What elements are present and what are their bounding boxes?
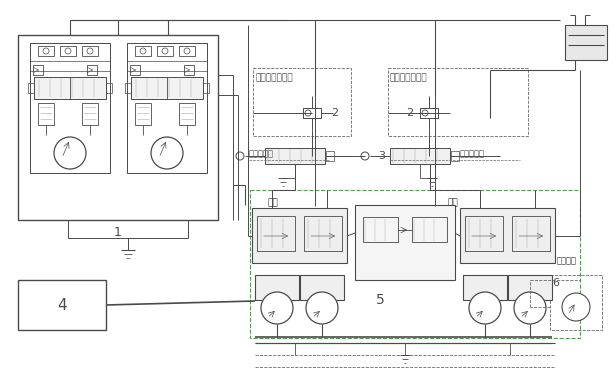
Text: 2: 2 xyxy=(407,108,413,118)
Bar xyxy=(34,77,106,99)
Bar xyxy=(465,216,503,251)
Bar xyxy=(127,43,207,173)
Bar xyxy=(257,216,295,251)
Bar xyxy=(135,103,151,125)
Bar xyxy=(106,83,112,93)
Text: 1: 1 xyxy=(114,225,122,239)
Bar xyxy=(131,77,203,99)
Bar xyxy=(508,275,552,300)
Bar xyxy=(512,216,550,251)
Bar xyxy=(412,217,447,242)
Text: 负流量控制信号: 负流量控制信号 xyxy=(390,73,428,82)
Bar xyxy=(87,65,97,75)
Text: 前泵: 前泵 xyxy=(268,198,279,207)
Circle shape xyxy=(469,292,501,324)
Circle shape xyxy=(261,292,293,324)
Bar xyxy=(38,103,54,125)
Bar xyxy=(460,208,555,263)
Bar xyxy=(82,46,98,56)
Bar xyxy=(420,108,438,118)
Bar xyxy=(38,46,54,56)
Bar xyxy=(18,280,106,330)
Bar xyxy=(18,35,218,220)
Bar xyxy=(550,275,602,330)
Bar xyxy=(203,83,209,93)
Bar xyxy=(179,103,195,125)
Bar xyxy=(255,275,299,300)
Circle shape xyxy=(562,293,590,321)
Bar xyxy=(33,65,43,75)
Circle shape xyxy=(151,137,183,169)
Text: 先导控制油: 先导控制油 xyxy=(249,149,274,158)
Bar xyxy=(252,208,347,263)
Bar xyxy=(265,148,325,164)
Text: 负流量控制信号: 负流量控制信号 xyxy=(255,73,293,82)
Bar xyxy=(184,65,194,75)
Circle shape xyxy=(54,137,86,169)
Bar xyxy=(388,68,528,136)
Text: 6: 6 xyxy=(552,278,559,288)
Bar xyxy=(253,68,351,136)
Bar xyxy=(179,46,195,56)
Bar xyxy=(60,46,76,56)
Bar xyxy=(304,216,342,251)
Bar xyxy=(326,151,334,161)
Bar xyxy=(28,83,34,93)
Bar xyxy=(250,190,580,338)
Bar xyxy=(363,217,398,242)
Bar xyxy=(390,148,450,164)
Bar xyxy=(451,151,459,161)
Bar xyxy=(135,46,151,56)
Circle shape xyxy=(514,292,546,324)
Bar xyxy=(82,103,98,125)
Bar xyxy=(30,43,110,173)
Text: 后泵: 后泵 xyxy=(448,198,459,207)
Bar xyxy=(125,83,131,93)
Bar xyxy=(355,205,455,280)
Bar xyxy=(303,108,321,118)
Bar xyxy=(300,275,344,300)
Bar xyxy=(565,25,607,60)
Bar xyxy=(157,46,173,56)
Circle shape xyxy=(306,292,338,324)
Bar xyxy=(130,65,140,75)
Text: 4: 4 xyxy=(57,298,67,312)
Text: 5: 5 xyxy=(376,293,384,307)
Text: 2: 2 xyxy=(331,108,339,118)
Text: 先导油源: 先导油源 xyxy=(557,256,577,265)
Text: 先导控制油: 先导控制油 xyxy=(460,149,485,158)
Bar xyxy=(463,275,507,300)
Text: 3: 3 xyxy=(378,151,386,161)
